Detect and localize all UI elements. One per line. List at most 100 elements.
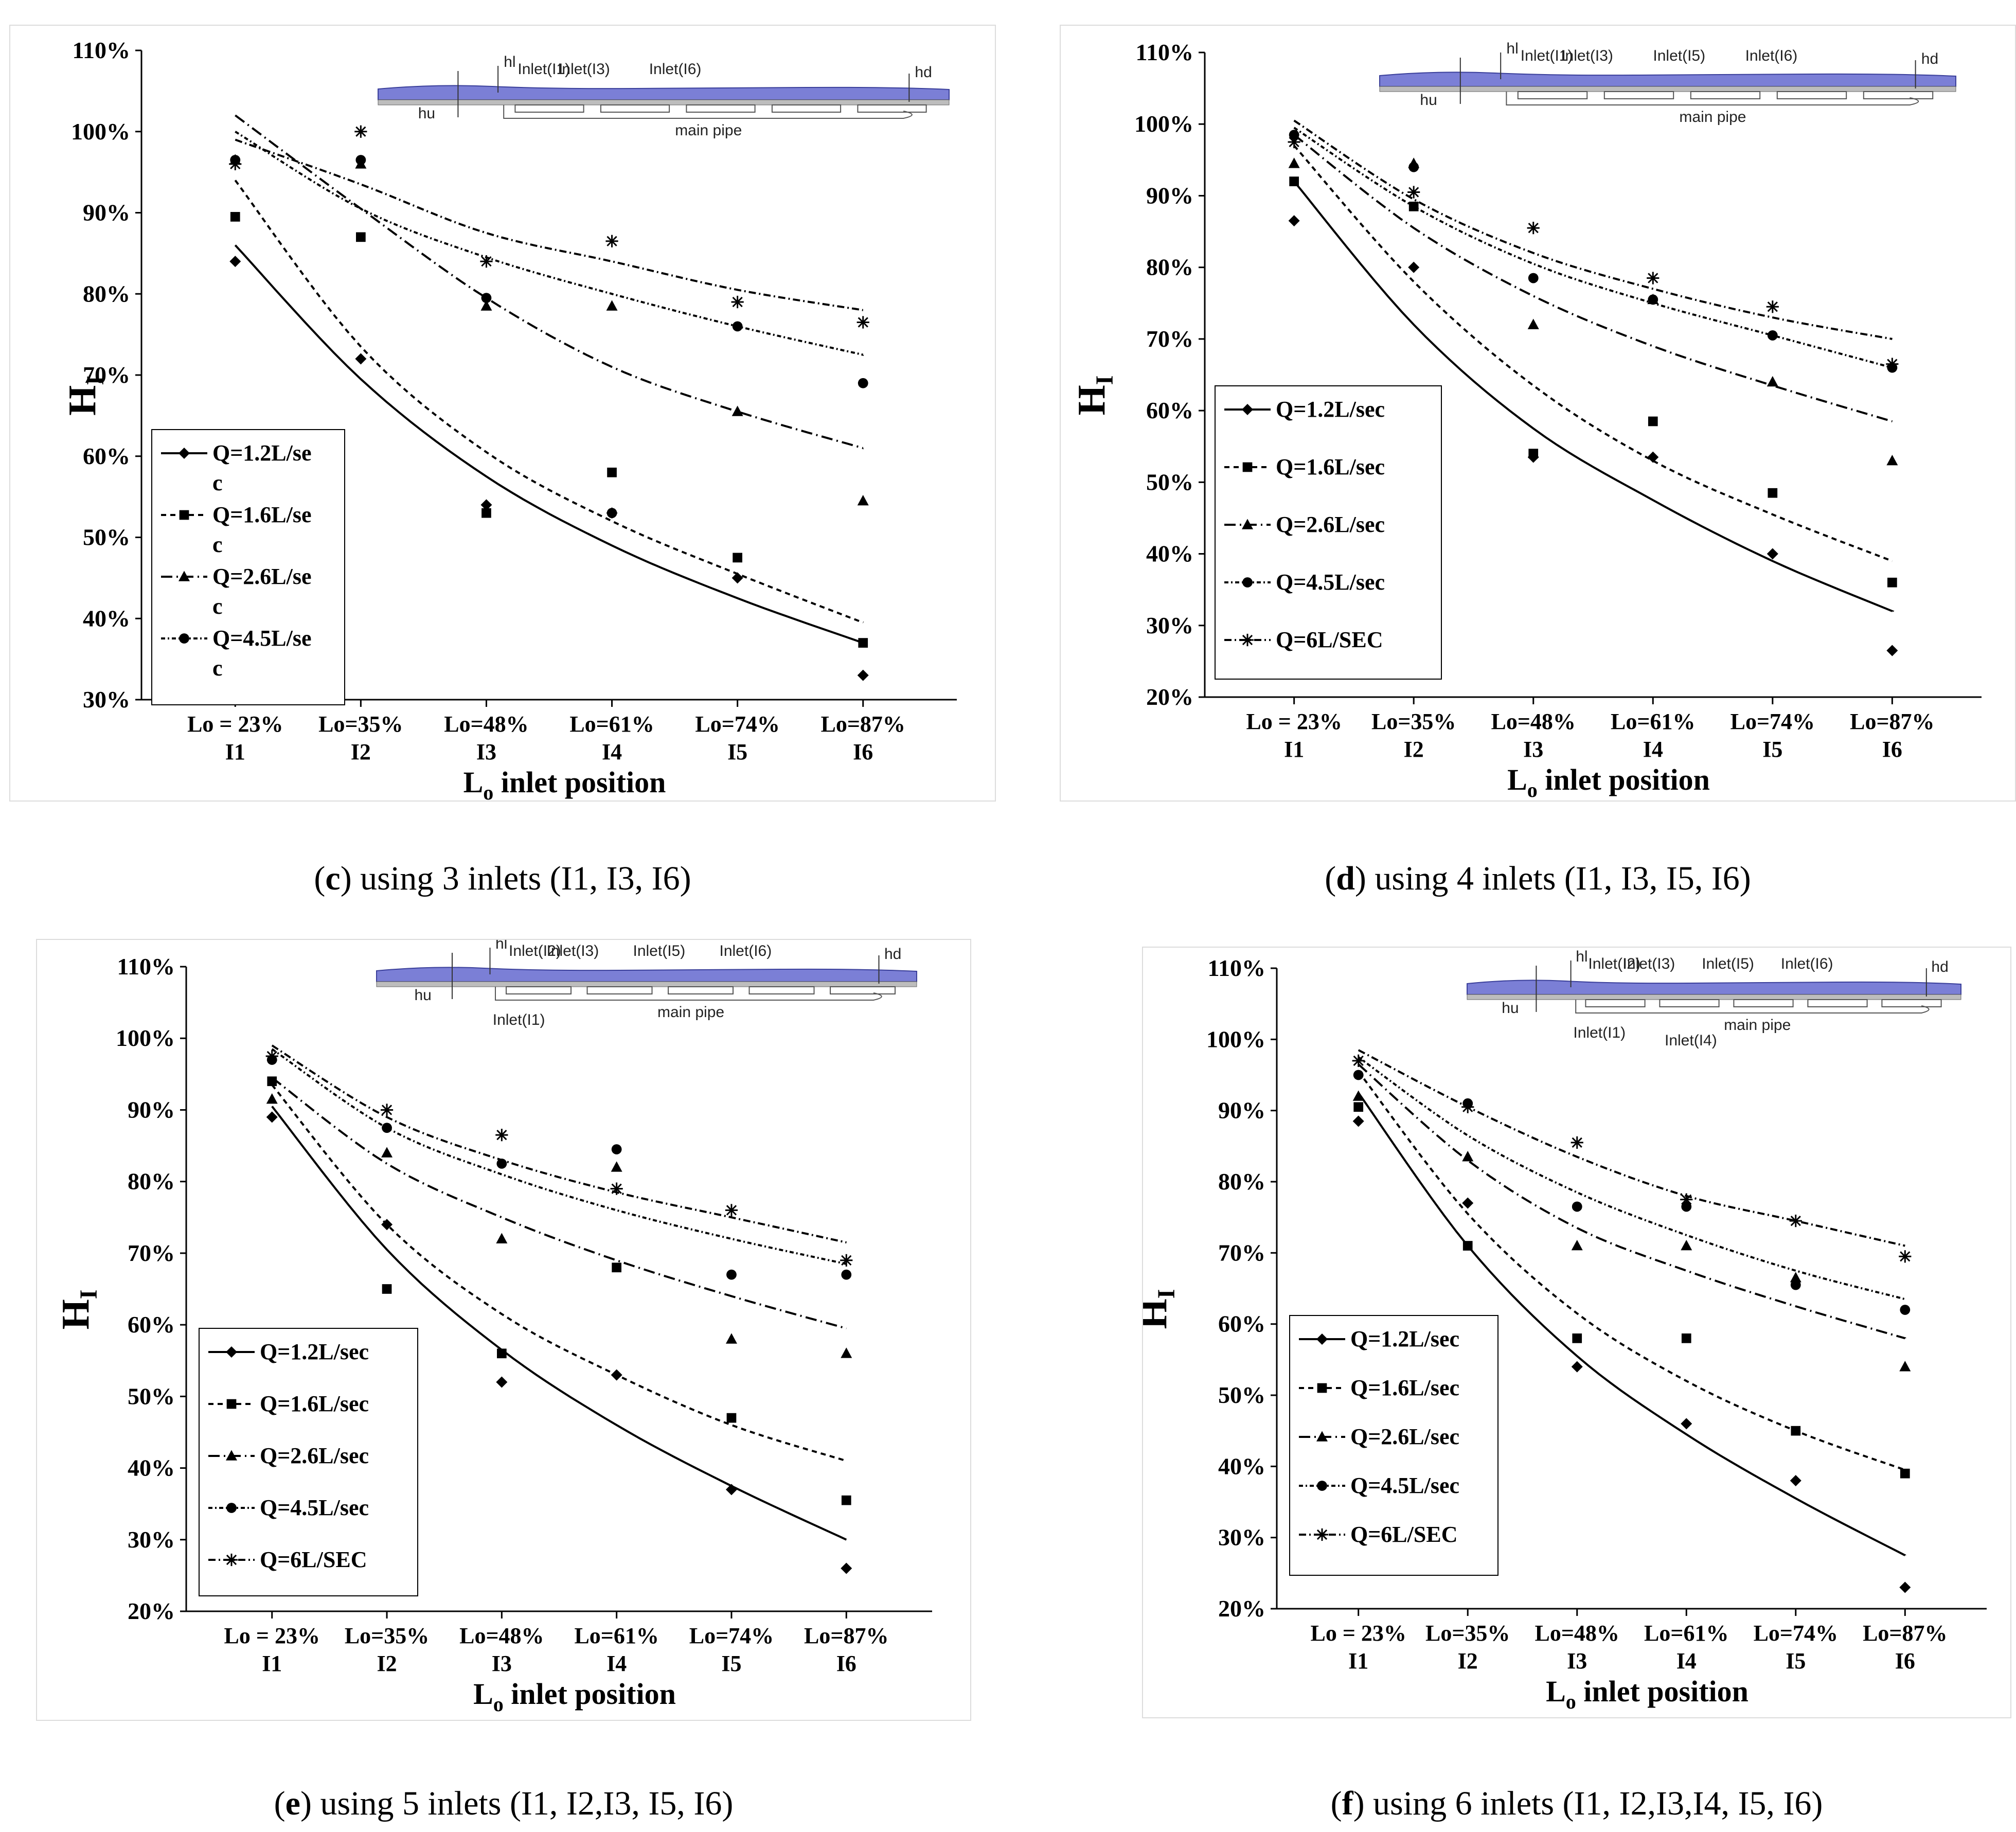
legend-box <box>1215 385 1442 680</box>
series-3 <box>1352 1063 1911 1372</box>
data-point <box>1527 318 1539 329</box>
x-tick-label: I4 <box>602 739 622 764</box>
series-2 <box>230 180 868 648</box>
y-tick-label: 70% <box>1218 1239 1265 1266</box>
trend-line <box>234 180 864 624</box>
x-tick-label: I2 <box>351 739 371 764</box>
schematic-label: hu <box>415 987 432 1004</box>
legend-marker <box>1317 1481 1327 1491</box>
data-point <box>1648 294 1658 305</box>
data-point <box>1407 186 1420 199</box>
chart-d-svg: 20% 30% 40% 50% 60% 70% 80% 90% 100% 110% Lo = 23%… <box>1070 39 1982 801</box>
y-axis-title: HI <box>54 1290 102 1330</box>
y-tick-label: 30% <box>128 1526 175 1553</box>
legend-marker <box>226 1399 237 1409</box>
data-point <box>1572 1333 1582 1343</box>
y-tick-label: 30% <box>83 686 130 713</box>
data-point <box>1528 273 1539 283</box>
x-tick-label: Lo=87% <box>804 1623 888 1648</box>
data-point <box>606 300 618 311</box>
data-point <box>1791 1426 1801 1436</box>
data-point <box>726 1413 737 1423</box>
data-point <box>382 1123 392 1133</box>
data-point <box>1462 1197 1474 1209</box>
y-tick-label: 40% <box>1146 541 1193 567</box>
data-point <box>1572 1201 1582 1212</box>
schematic-label: Inlet(I5) <box>633 942 686 959</box>
legend-label: Q=1.2L/sec <box>1350 1326 1459 1351</box>
caption-c: (c) using 3 inlets (I1, I3, I6) <box>314 860 691 897</box>
legend-label: Q=6L/SEC <box>1350 1522 1457 1547</box>
data-point <box>732 405 743 416</box>
star-stroke <box>1681 1194 1692 1205</box>
star-stroke <box>732 296 743 308</box>
data-point <box>1289 176 1299 186</box>
trend-line <box>235 114 864 450</box>
data-point <box>1352 1115 1364 1127</box>
caption-f: (f) using 6 inlets (I1, I2,I3,I4, I5, I6… <box>1330 1785 1823 1822</box>
y-tick-label: 100% <box>71 118 130 145</box>
x-tick-label: I4 <box>1676 1648 1697 1674</box>
legend-label: c <box>212 655 223 681</box>
inlet-box <box>600 104 670 113</box>
legend-marker <box>1317 1383 1327 1393</box>
y-tick-label: 50% <box>128 1383 175 1409</box>
x-axis-title-sub: o <box>483 781 493 801</box>
data-point <box>611 1144 622 1154</box>
star-stroke <box>226 1554 237 1566</box>
x-tick-label: Lo=35% <box>1371 709 1456 734</box>
legend-label: Q=1.6L/sec <box>1276 454 1385 479</box>
data-point <box>1571 1361 1583 1373</box>
series-5 <box>229 125 869 329</box>
star-stroke <box>1462 1101 1473 1112</box>
inlet-box <box>771 104 842 113</box>
data-point <box>495 1129 508 1142</box>
data-point <box>266 1111 278 1123</box>
legend-label: c <box>212 470 223 495</box>
series-4 <box>266 1048 852 1280</box>
x-tick-label: I5 <box>721 1651 741 1676</box>
data-point <box>725 1204 738 1217</box>
data-point <box>480 499 492 511</box>
schematic-label: Inlet(I6) <box>720 942 772 959</box>
x-axis-title-sub: o <box>493 1693 504 1716</box>
y-axis-title-sub: I <box>1091 376 1118 385</box>
x-tick-label: Lo=61% <box>574 1623 658 1648</box>
data-point <box>1462 1151 1474 1162</box>
legend-label: Q=1.6L/sec <box>1350 1375 1459 1400</box>
x-tick-label: Lo=87% <box>821 712 905 737</box>
chart-panel-c: 30% 40% 50% 60% 70% 80% 90% 100% 110% Lo = 23% I1 L… <box>9 25 996 802</box>
legend-label: Q=1.2L/sec <box>260 1339 369 1364</box>
x-tick-label: Lo=48% <box>1491 709 1576 734</box>
y-tick-label: 100% <box>1206 1026 1265 1052</box>
trend-line <box>1293 181 1895 612</box>
legend-item: Q=1.2L/sec <box>208 1339 369 1364</box>
chart-panel-d: 20% 30% 40% 50% 60% 70% 80% 90% 100% 110% Lo = 23%… <box>1060 25 2016 802</box>
legend-item: Q=1.6L/sec <box>1299 1375 1459 1400</box>
star-stroke <box>1316 1529 1328 1540</box>
x-axis-title-rest: inlet position <box>493 766 666 799</box>
data-point <box>481 293 492 304</box>
chart-panel-e: 20% 30% 40% 50% 60% 70% 80% 90% 100% 110% Lo = 23%… <box>36 939 971 1721</box>
trend-line <box>271 1084 849 1462</box>
legend-marker <box>1242 462 1253 472</box>
data-point <box>725 1333 737 1344</box>
x-tick-label: I3 <box>1523 737 1543 762</box>
data-point <box>841 1269 852 1280</box>
y-tick-label: 30% <box>1146 612 1193 638</box>
legend-marker <box>226 1346 237 1358</box>
trend-line <box>1293 119 1893 340</box>
x-tick-label: Lo=74% <box>689 1623 774 1648</box>
x-tick-label: I2 <box>1458 1648 1478 1674</box>
schematic-label: Inlet(I5) <box>1653 47 1705 64</box>
y-axis-title-sub: I <box>1153 1289 1180 1299</box>
data-point <box>496 1376 508 1388</box>
data-point <box>731 295 744 309</box>
chart-c-svg: 30% 40% 50% 60% 70% 80% 90% 100% 110% Lo = 23%I1 L… <box>61 37 957 801</box>
schematic-label: Inlet(I2) <box>509 942 561 959</box>
series-1 <box>1352 1092 1911 1593</box>
series-4 <box>1353 1056 1911 1315</box>
trend-line <box>1358 1063 1906 1340</box>
legend-item: Q=1.2L/sec <box>161 440 312 495</box>
trend-line <box>271 1077 847 1330</box>
